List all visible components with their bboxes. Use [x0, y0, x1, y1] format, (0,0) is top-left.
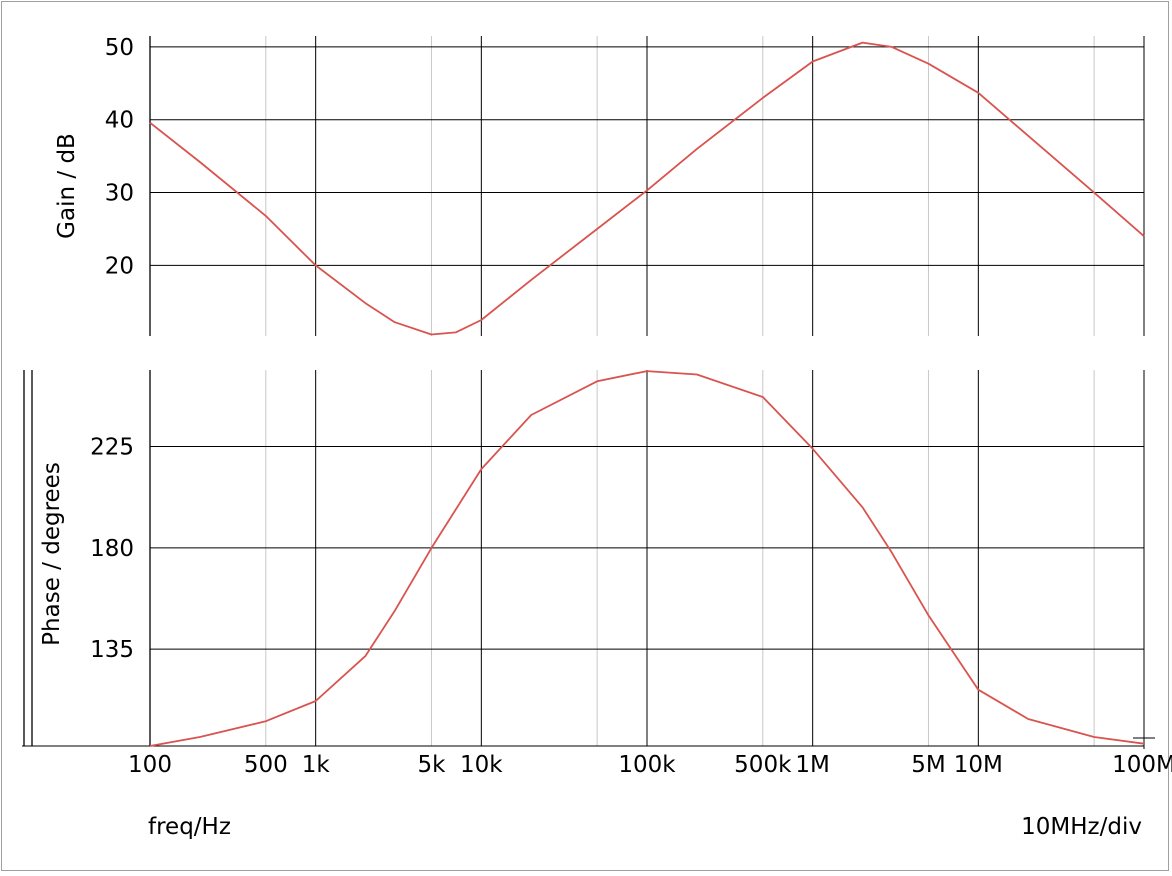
gain-axis-label: Gain / dB	[54, 133, 80, 239]
axes	[22, 36, 1155, 749]
curves	[149, 41, 1145, 747]
x-tick-label: 100M	[1112, 752, 1172, 778]
phase-grid	[149, 370, 1145, 746]
y-tick-label: 40	[105, 108, 134, 134]
y-tick-label: 30	[105, 181, 134, 207]
y-tick-label: 225	[90, 435, 134, 461]
x-tick-label: 100	[128, 752, 172, 778]
x-tick-label: 100k	[618, 752, 676, 778]
curve-1	[149, 370, 1145, 747]
y-tick-label: 180	[90, 536, 134, 562]
x-tick-label: 10M	[954, 752, 1003, 778]
y-tick-label: 135	[90, 637, 134, 663]
gain-grid	[149, 36, 1145, 336]
x-tick-labels: 100 500 1k 5k 10k 100k 500k 1M 5M 10M 100M	[128, 752, 1172, 778]
x-tick-label: 5M	[911, 752, 945, 778]
x-tick-label: 500	[244, 752, 288, 778]
y-tick-label: 50	[105, 35, 134, 61]
x-tick-label: 10k	[460, 752, 503, 778]
y-tick-label: 20	[105, 253, 134, 279]
phase-axis-label: Phase / degrees	[39, 462, 65, 646]
y-tick-labels: 20 30 40 50 135 180 225	[90, 35, 134, 663]
division-label: 10MHz/div	[1021, 814, 1142, 840]
x-tick-label: 1M	[795, 752, 829, 778]
x-tick-label: 5k	[417, 752, 446, 778]
x-tick-label: 500k	[734, 752, 792, 778]
x-axis-label: freq/Hz	[148, 814, 231, 840]
curve-0	[149, 41, 1145, 336]
x-tick-label: 1k	[302, 752, 331, 778]
